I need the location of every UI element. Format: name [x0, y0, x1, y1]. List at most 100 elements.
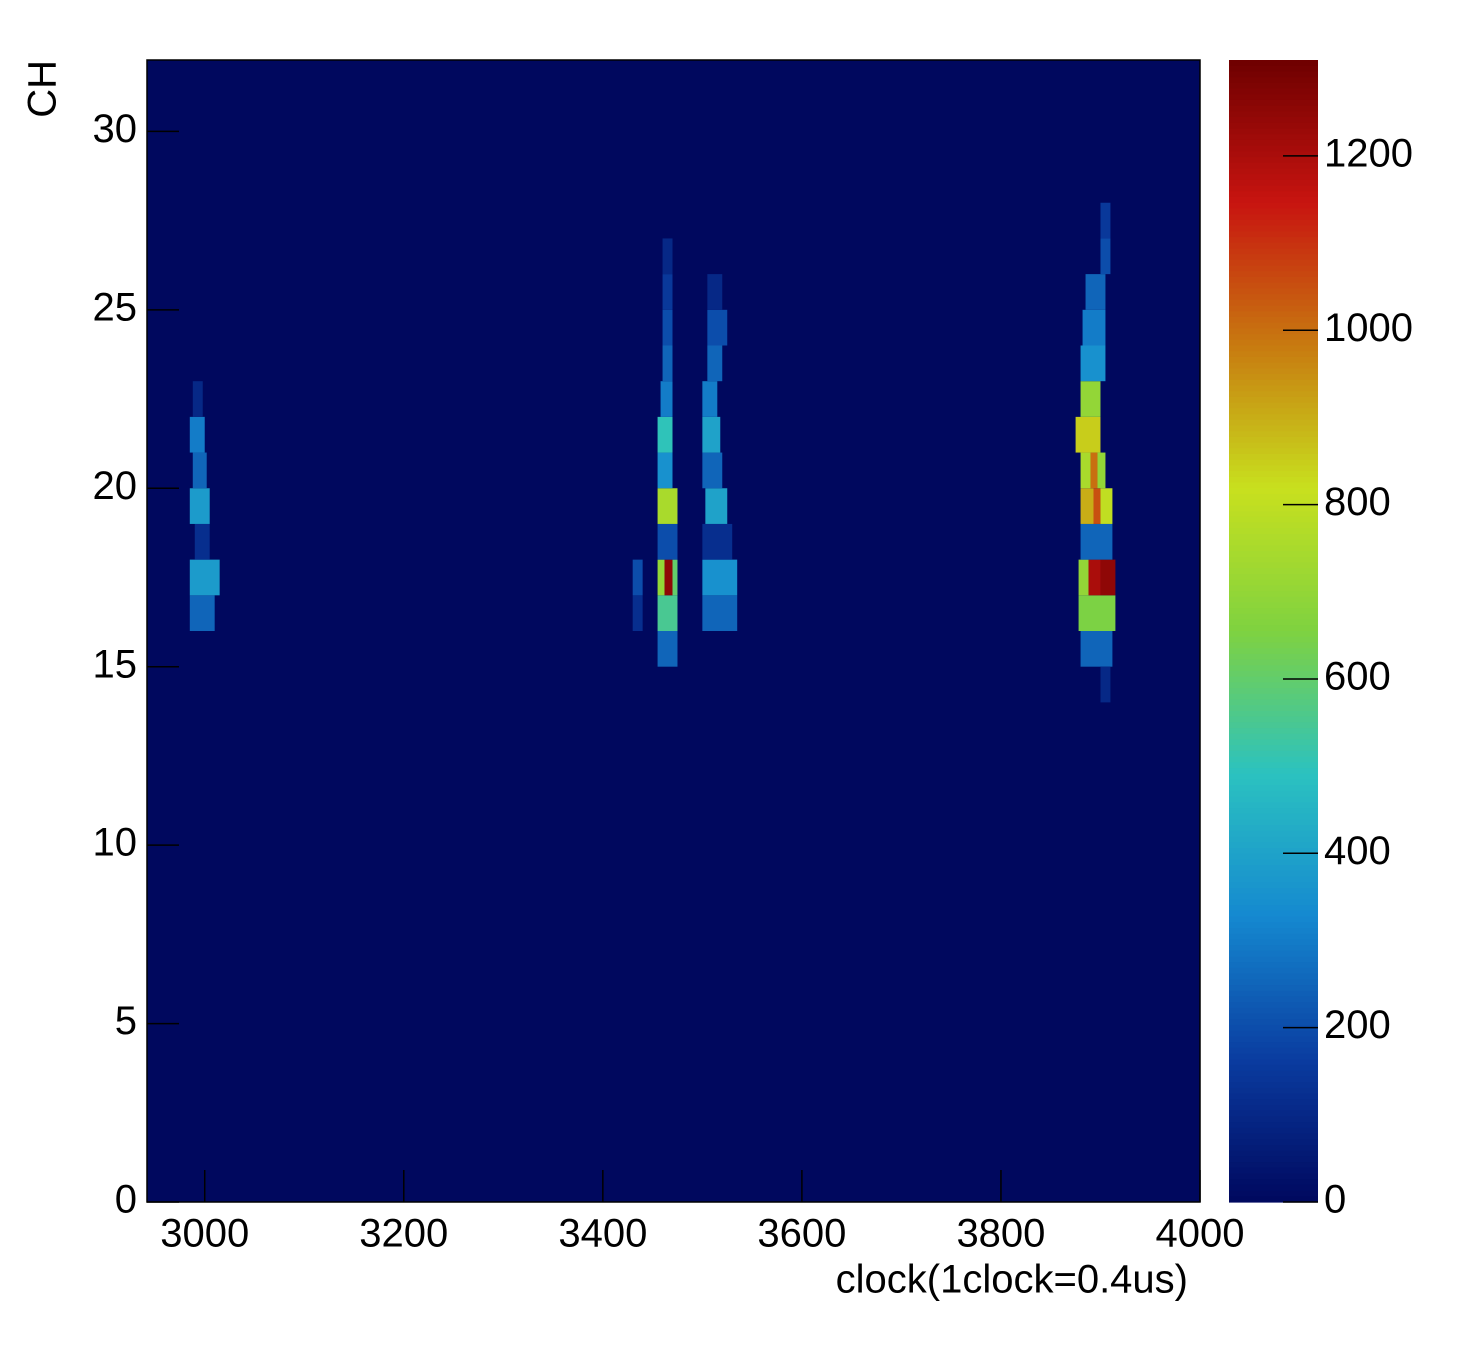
colorbar-segment — [1229, 785, 1318, 792]
heatmap-cell — [192, 452, 207, 489]
heatmap-cell — [707, 309, 728, 346]
colorbar-segment — [1229, 979, 1318, 986]
y-tick-label: 15 — [93, 642, 138, 686]
colorbar-segment — [1229, 865, 1318, 872]
colorbar-segment — [1229, 625, 1318, 632]
colorbar-segment — [1229, 391, 1318, 398]
colorbar-segment — [1229, 1104, 1318, 1112]
colorbar-segment — [1229, 1184, 1318, 1192]
colorbar-segment — [1229, 231, 1318, 238]
colorbar-segment — [1229, 60, 1318, 67]
colorbar-segment — [1229, 505, 1318, 512]
colorbar-segment — [1229, 808, 1318, 815]
heatmap-cell — [1088, 559, 1101, 596]
colorbar-segment — [1229, 973, 1318, 980]
colorbar-segment — [1229, 790, 1318, 798]
colorbar-segment — [1229, 345, 1318, 352]
heatmap-cell — [702, 416, 721, 453]
colorbar-segment — [1229, 425, 1318, 432]
colorbar-segment — [1229, 448, 1318, 455]
y-tick-label: 0 — [115, 1178, 137, 1222]
colorbar-segment — [1229, 374, 1318, 381]
colorbar-segment — [1229, 585, 1318, 592]
colorbar-segment — [1229, 322, 1318, 329]
colorbar-segment — [1229, 1047, 1318, 1055]
colorbar-segment — [1229, 174, 1318, 181]
colorbar-segment — [1229, 111, 1318, 118]
colorbar-segment — [1229, 916, 1318, 923]
colorbar-segment — [1229, 887, 1318, 895]
colorbar-segment — [1229, 1173, 1318, 1180]
colorbar-segment — [1229, 334, 1318, 341]
colorbar-segment — [1229, 1150, 1318, 1157]
heatmap-cell — [672, 559, 678, 596]
colorbar-segment — [1229, 282, 1318, 289]
x-tick-label: 3000 — [160, 1212, 249, 1256]
colorbar-segment — [1229, 568, 1318, 575]
colorbar-segment — [1229, 476, 1318, 484]
colorbar-segment — [1229, 653, 1318, 661]
colorbar-segment — [1229, 602, 1318, 609]
colorbar-segment — [1229, 351, 1318, 358]
colorbar-segment — [1229, 1076, 1318, 1083]
colorbar-tick-label: 600 — [1324, 655, 1391, 699]
colorbar-segment — [1229, 265, 1318, 272]
colorbar-segment — [1229, 82, 1318, 90]
colorbar-segment — [1229, 99, 1318, 107]
colorbar-segment — [1229, 237, 1318, 244]
colorbar-segment — [1229, 414, 1318, 421]
heatmap-cell — [1080, 381, 1101, 417]
colorbar-segment — [1229, 996, 1318, 1003]
colorbar-tick-label: 800 — [1324, 480, 1391, 524]
colorbar-segment — [1229, 1179, 1318, 1186]
colorbar-segment — [1229, 905, 1318, 912]
colorbar-segment — [1229, 431, 1318, 438]
colorbar-segment — [1229, 339, 1318, 347]
heatmap-cell — [660, 381, 673, 417]
colorbar-segment — [1229, 248, 1318, 255]
heatmap-cell — [664, 559, 673, 596]
colorbar-segment — [1229, 122, 1318, 130]
heatmap-cell — [1078, 595, 1116, 631]
colorbar-segment — [1229, 899, 1318, 906]
colorbar-segment — [1229, 882, 1318, 889]
colorbar-segment — [1229, 939, 1318, 946]
colorbar-segment — [1229, 516, 1318, 524]
colorbar-segment — [1229, 750, 1318, 758]
heatmap-cell — [702, 381, 718, 417]
colorbar-segment — [1229, 356, 1318, 364]
heatmap-cell — [1078, 559, 1089, 596]
colorbar-segment — [1229, 545, 1318, 552]
colorbar-segment — [1229, 802, 1318, 809]
colorbar-segment — [1229, 197, 1318, 204]
heatmap-cell — [632, 559, 643, 596]
colorbar-segment — [1229, 488, 1318, 495]
colorbar-segment — [1229, 870, 1318, 878]
colorbar-segment — [1229, 225, 1318, 232]
heatmap-cell — [657, 595, 678, 631]
colorbar-segment — [1229, 642, 1318, 649]
heatmap-cell — [192, 381, 203, 417]
colorbar-segment — [1229, 813, 1318, 821]
heatmap-cell — [189, 559, 220, 596]
colorbar-segment — [1229, 219, 1318, 227]
colorbar-segment — [1229, 185, 1318, 192]
colorbar-segment — [1229, 762, 1318, 769]
colorbar-segment — [1229, 1087, 1318, 1095]
colorbar-segment — [1229, 362, 1318, 369]
colorbar-segment — [1229, 276, 1318, 284]
colorbar-segment — [1229, 408, 1318, 415]
colorbar-segment — [1229, 162, 1318, 170]
colorbar-segment — [1229, 316, 1318, 324]
colorbar-segment — [1229, 819, 1318, 826]
x-tick-label: 3800 — [956, 1212, 1045, 1256]
colorbar-segment — [1229, 768, 1318, 775]
colorbar-segment — [1229, 551, 1318, 558]
colorbar-segment — [1229, 796, 1318, 803]
heatmap-cell — [1097, 452, 1106, 489]
x-tick-label: 3200 — [359, 1212, 448, 1256]
colorbar-segment — [1229, 950, 1318, 958]
colorbar-segment — [1229, 499, 1318, 506]
colorbar-segment — [1229, 922, 1318, 929]
